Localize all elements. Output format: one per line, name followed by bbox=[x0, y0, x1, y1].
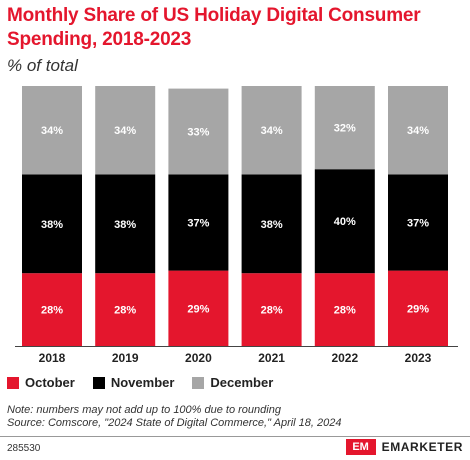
data-label-december-2018: 34% bbox=[41, 125, 63, 137]
legend-swatch-october bbox=[7, 376, 19, 389]
chart-subtitle: % of total bbox=[7, 56, 78, 75]
x-tick-label-2018: 2018 bbox=[39, 351, 66, 365]
legend-swatch-december bbox=[192, 376, 205, 389]
note-rounding: Note: numbers may not add up to 100% due… bbox=[7, 404, 281, 416]
stacked-bar-chart: 28% 38% 34% 2018 28% 38% 34% 2019 29% 37% 33% 2020 2… bbox=[15, 86, 458, 365]
legend: October November December bbox=[7, 375, 273, 390]
bar-october-2020 bbox=[168, 270, 229, 346]
x-tick-label-2023: 2023 bbox=[405, 351, 432, 365]
data-label-november-2022: 40% bbox=[334, 216, 356, 228]
data-label-october-2021: 28% bbox=[261, 305, 283, 317]
data-label-november-2023: 37% bbox=[407, 218, 429, 230]
bar-november-2021 bbox=[241, 174, 302, 274]
brand: EM EMARKETER bbox=[345, 439, 463, 455]
x-tick-label-2019: 2019 bbox=[112, 351, 139, 365]
bar-october-2022 bbox=[314, 273, 375, 346]
data-label-december-2020: 33% bbox=[187, 127, 209, 139]
bar-november-2019 bbox=[95, 174, 156, 274]
legend-label-october: October bbox=[25, 375, 75, 390]
footer-divider bbox=[0, 436, 470, 437]
data-label-december-2023: 34% bbox=[407, 125, 429, 137]
bar-october-2019 bbox=[95, 273, 156, 346]
bar-november-2023 bbox=[388, 174, 448, 271]
data-label-november-2019: 38% bbox=[114, 219, 136, 231]
bar-december-2018 bbox=[22, 86, 82, 175]
chart-notes: Note: numbers may not add up to 100% due… bbox=[7, 404, 342, 430]
legend-item-december: December bbox=[192, 375, 273, 390]
data-label-november-2018: 38% bbox=[41, 219, 63, 231]
data-label-october-2019: 28% bbox=[114, 305, 136, 317]
bar-october-2021 bbox=[241, 273, 302, 346]
bar-october-2018 bbox=[22, 273, 82, 346]
data-label-november-2021: 38% bbox=[261, 219, 283, 231]
legend-swatch-november bbox=[92, 376, 105, 389]
chart-title: Monthly Share of US Holiday Digital Cons… bbox=[7, 5, 421, 50]
bar-december-2021 bbox=[241, 86, 302, 175]
note-source: Source: Comscore, "2024 State of Digital… bbox=[7, 417, 342, 429]
x-tick-label-2022: 2022 bbox=[331, 351, 358, 365]
legend-item-october: October bbox=[7, 375, 75, 390]
x-tick-label-2020: 2020 bbox=[185, 351, 212, 365]
bar-november-2018 bbox=[22, 174, 82, 274]
data-label-october-2018: 28% bbox=[41, 305, 63, 317]
data-label-november-2020: 37% bbox=[187, 218, 209, 230]
legend-item-november: November bbox=[92, 375, 175, 390]
emarketer-logo-icon: EM bbox=[345, 439, 376, 455]
bar-december-2023 bbox=[388, 86, 448, 175]
data-label-october-2020: 29% bbox=[187, 303, 209, 315]
chart-id: 285530 bbox=[7, 443, 41, 454]
x-tick-label-2021: 2021 bbox=[258, 351, 285, 365]
bar-november-2022 bbox=[314, 169, 375, 274]
legend-label-december: December bbox=[210, 375, 274, 390]
bar-november-2020 bbox=[168, 174, 229, 271]
brand-name: EMARKETER bbox=[381, 440, 463, 454]
bar-october-2023 bbox=[388, 270, 448, 346]
data-label-december-2021: 34% bbox=[261, 125, 283, 137]
data-label-october-2022: 28% bbox=[334, 305, 356, 317]
bar-december-2022 bbox=[314, 86, 375, 170]
data-label-december-2019: 34% bbox=[114, 125, 136, 137]
data-label-december-2022: 32% bbox=[334, 123, 356, 135]
data-label-october-2023: 29% bbox=[407, 303, 429, 315]
bar-december-2020 bbox=[168, 88, 229, 175]
legend-label-november: November bbox=[110, 375, 175, 390]
bar-december-2019 bbox=[95, 86, 156, 175]
